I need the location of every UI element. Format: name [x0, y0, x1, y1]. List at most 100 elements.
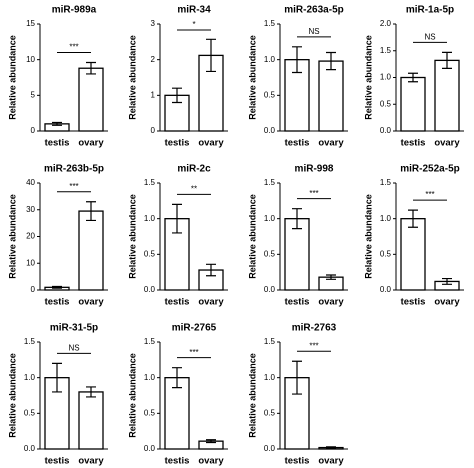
error-bar: [292, 208, 302, 230]
y-tick-label: 1: [151, 90, 156, 99]
error-bar: [206, 439, 216, 444]
y-tick-label: 0.0: [144, 285, 156, 294]
panel: miR-31-5p Relative abundance 0.0 0.5 1.0 1.5 t…: [7, 323, 108, 467]
x-tick-label: ovary: [78, 456, 104, 467]
bar: [78, 210, 104, 291]
panel: miR-263a-5p Relative abundance 0.0 0.5 1.0 1.…: [247, 5, 348, 149]
significance-label: NS: [308, 27, 319, 36]
y-tick-label: 0.0: [144, 444, 156, 453]
y-axis-label: Relative abundance: [7, 194, 17, 279]
y-tick-label: 0.0: [264, 285, 276, 294]
panel: miR-263b-5p Relative abundance 0 10 20 30 40 te…: [7, 164, 108, 308]
error-bar: [292, 46, 302, 74]
y-tick-label: 3: [151, 19, 156, 28]
y-tick-label: 0.5: [380, 99, 392, 108]
bar: [318, 60, 344, 132]
significance-label: ***: [309, 189, 318, 198]
y-axis-label: Relative abundance: [247, 353, 257, 438]
bar: [78, 67, 104, 132]
y-tick-label: 1.0: [24, 373, 36, 382]
error-bar: [292, 360, 302, 395]
y-axis-label: Relative abundance: [127, 353, 137, 438]
x-tick-label: testis: [165, 138, 190, 149]
x-tick-label: ovary: [434, 297, 460, 308]
y-axis-label: Relative abundance: [7, 35, 17, 120]
y-tick-label: 0.5: [24, 408, 36, 417]
y-tick-label: 1.0: [144, 214, 156, 223]
x-tick-label: ovary: [318, 297, 344, 308]
x-tick-label: testis: [285, 138, 310, 149]
error-bar: [408, 209, 418, 228]
error-bar: [86, 386, 96, 398]
x-tick-label: testis: [285, 297, 310, 308]
error-bar: [86, 61, 96, 75]
x-tick-label: ovary: [198, 138, 224, 149]
y-tick-label: 0: [151, 126, 156, 135]
panel-title: miR-2765: [172, 323, 217, 334]
panel-title: miR-31-5p: [50, 323, 98, 334]
y-axis-label: Relative abundance: [247, 194, 257, 279]
y-axis-label: Relative abundance: [127, 194, 137, 279]
y-tick-label: 0.0: [24, 444, 36, 453]
x-tick-label: testis: [45, 138, 70, 149]
x-tick-label: ovary: [318, 138, 344, 149]
error-bar: [326, 51, 336, 71]
panel-title: miR-2763: [292, 323, 337, 334]
panel-title: miR-989a: [52, 5, 97, 16]
y-tick-label: 0.5: [144, 249, 156, 258]
y-tick-label: 1.0: [264, 55, 276, 64]
significance-label: ***: [189, 348, 198, 357]
panel-title: miR-1a-5p: [406, 5, 454, 16]
error-bar: [52, 362, 62, 393]
panel-title: miR-2c: [177, 164, 211, 175]
panel-title: miR-34: [177, 5, 211, 16]
y-tick-label: 0: [31, 126, 36, 135]
y-tick-label: 40: [26, 178, 35, 187]
y-tick-label: 0.5: [264, 90, 276, 99]
error-bar: [442, 51, 452, 70]
bar: [164, 377, 190, 450]
significance-label: NS: [424, 32, 435, 41]
y-tick-label: 1.0: [264, 373, 276, 382]
significance-label: NS: [68, 344, 79, 353]
error-bar: [172, 87, 182, 104]
y-tick-label: 2: [151, 55, 156, 64]
error-bar: [442, 277, 452, 285]
bar: [284, 218, 310, 291]
bar: [400, 218, 426, 291]
y-axis-label: Relative abundance: [363, 35, 373, 120]
error-bar: [326, 446, 336, 449]
y-tick-label: 0.0: [380, 285, 392, 294]
y-tick-label: 1.5: [264, 337, 276, 346]
significance-label: ***: [69, 43, 78, 52]
x-tick-label: ovary: [78, 297, 104, 308]
error-bar: [172, 203, 182, 234]
y-tick-label: 1.5: [264, 19, 276, 28]
y-tick-label: 0.5: [380, 249, 392, 258]
y-tick-label: 1.5: [264, 178, 276, 187]
error-bar: [206, 38, 216, 73]
error-bar: [326, 274, 336, 280]
bar: [434, 59, 460, 132]
y-tick-label: 0.5: [264, 408, 276, 417]
x-tick-label: testis: [401, 138, 426, 149]
panel-title: miR-252a-5p: [400, 164, 459, 175]
panel: miR-2763 Relative abundance 0.0 0.5 1.0 1.5 te…: [247, 323, 348, 467]
panel: miR-989a Relative abundance 0 5 10 15 testis ov…: [7, 5, 108, 149]
significance-label: **: [191, 185, 197, 194]
y-axis-label: Relative abundance: [127, 35, 137, 120]
y-tick-label: 0.0: [380, 126, 392, 135]
error-bar: [206, 263, 216, 277]
x-tick-label: testis: [45, 297, 70, 308]
y-tick-label: 1.0: [264, 214, 276, 223]
error-bar: [52, 285, 62, 289]
panel: miR-252a-5p Relative abundance 0.0 0.5 1.0 1.…: [363, 164, 464, 308]
y-tick-label: 1.0: [380, 73, 392, 82]
bar: [78, 391, 104, 450]
error-bar: [52, 121, 62, 126]
y-axis-label: Relative abundance: [7, 353, 17, 438]
error-bar: [86, 201, 96, 222]
y-axis-label: Relative abundance: [247, 35, 257, 120]
y-tick-label: 0.0: [264, 126, 276, 135]
